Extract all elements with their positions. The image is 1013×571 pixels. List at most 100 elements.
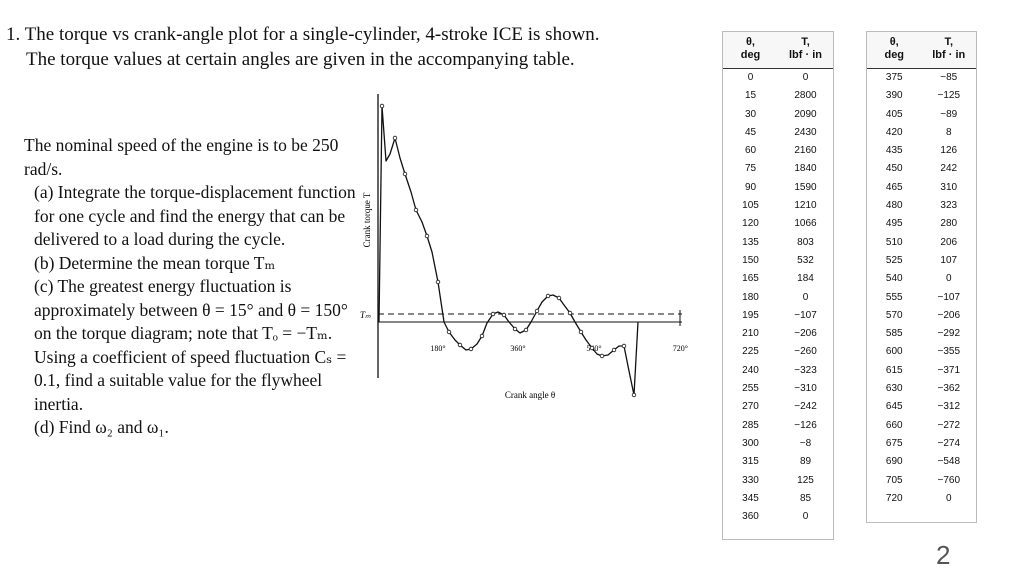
- tick-label-180: 180°: [430, 344, 445, 353]
- torque-table-left: θ, deg T, lbf · in 0 0 15 2800 30 2090 45 2430 60 2…: [722, 31, 834, 540]
- torque-cell: 0: [802, 291, 809, 303]
- theta-cell: 150: [742, 254, 759, 266]
- table-row: 705 −760: [867, 472, 976, 490]
- table-row: 630 −362: [867, 380, 976, 398]
- torque-cell: −274: [937, 437, 961, 449]
- table-row: 60 2160: [723, 142, 833, 160]
- table-row: 495 280: [867, 215, 976, 233]
- torque-cell: −310: [794, 383, 817, 395]
- theta-cell: 690: [885, 456, 903, 468]
- table-row: 330 125: [723, 472, 833, 490]
- problem-statement: The nominal speed of the engine is to be…: [24, 134, 360, 440]
- theta-cell: 195: [742, 309, 759, 321]
- torque-column-header: T, lbf · in: [789, 36, 822, 61]
- table-row: 450 242: [867, 160, 976, 178]
- torque-cell: 1590: [794, 181, 817, 193]
- theta-cell: 300: [742, 437, 759, 449]
- theta-cell: 645: [885, 401, 903, 413]
- table-row: 180 0: [723, 289, 833, 307]
- curve-markers: [379, 103, 637, 398]
- theta-cell: 180: [742, 291, 759, 303]
- heading-line-1: 1. The torque vs crank-angle plot for a …: [6, 24, 600, 45]
- torque-cell: 126: [940, 145, 958, 157]
- theta-cell: 315: [742, 456, 759, 468]
- theta-cell: 120: [742, 218, 759, 230]
- torque-cell: 2430: [794, 126, 817, 138]
- problem-heading: 1. The torque vs crank-angle plot for a …: [6, 22, 600, 72]
- tick-label-720: 720°: [673, 344, 688, 353]
- torque-cell: −548: [937, 456, 961, 468]
- torque-cell: −242: [794, 401, 817, 413]
- theta-cell: 420: [885, 126, 903, 138]
- torque-cell: −206: [937, 309, 961, 321]
- theta-cell: 165: [742, 273, 759, 285]
- table-header: θ, deg T, lbf · in: [723, 32, 833, 69]
- table-row: 30 2090: [723, 106, 833, 124]
- theta-cell: 0: [747, 72, 754, 83]
- torque-table-right: θ, deg T, lbf · in 375 −85 390 −125 405 −89 420 8…: [866, 31, 977, 523]
- torque-cell: −107: [937, 291, 961, 303]
- table-row: 165 184: [723, 270, 833, 288]
- table-row: 285 −126: [723, 417, 833, 435]
- table-row: 570 −206: [867, 307, 976, 325]
- table-row: 615 −371: [867, 362, 976, 380]
- intro-text: The nominal speed of the engine is to be…: [24, 135, 339, 179]
- theta-cell: 435: [885, 145, 903, 157]
- torque-cell: −362: [937, 383, 961, 395]
- theta-cell: 615: [885, 364, 903, 376]
- torque-cell: 280: [940, 218, 958, 230]
- table-row: 480 323: [867, 197, 976, 215]
- theta-cell: 15: [744, 90, 757, 102]
- theta-cell: 555: [885, 291, 903, 303]
- theta-cell: 45: [744, 126, 757, 138]
- theta-cell: 375: [885, 72, 903, 83]
- part-d: (d) Find ω₂ and ω₁.: [34, 417, 169, 437]
- torque-cell: −371: [937, 364, 961, 376]
- page-number: 2: [936, 540, 951, 570]
- torque-cell: 310: [940, 181, 958, 193]
- table-row: 90 1590: [723, 179, 833, 197]
- torque-cell: −89: [940, 108, 958, 120]
- torque-cell: −292: [937, 328, 961, 340]
- torque-cell: −85: [940, 72, 958, 83]
- theta-cell: 330: [742, 474, 759, 486]
- y-axis-label: Crank torque T: [362, 192, 372, 247]
- torque-cell: 184: [797, 273, 814, 285]
- table-row: 555 −107: [867, 289, 976, 307]
- theta-cell: 270: [742, 401, 759, 413]
- theta-cell: 285: [742, 419, 759, 431]
- torque-cell: 2090: [794, 108, 817, 120]
- theta-cell: 630: [885, 383, 903, 395]
- table-row: 270 −242: [723, 398, 833, 416]
- torque-crank-angle-diagram: Crank torque T Crank angle θ Tₘ 180° 360…: [352, 86, 688, 421]
- torque-curve: [378, 105, 639, 396]
- torque-cell: −8: [799, 437, 812, 449]
- torque-cell: 206: [940, 236, 958, 248]
- torque-cell: 242: [940, 163, 958, 175]
- theta-cell: 720: [885, 492, 903, 504]
- mean-torque-label: Tₘ: [360, 310, 371, 320]
- theta-cell: 90: [744, 181, 757, 193]
- table-row: 675 −274: [867, 435, 976, 453]
- theta-cell: 105: [742, 200, 759, 212]
- torque-cell: 2160: [794, 145, 817, 157]
- table-row: 645 −312: [867, 398, 976, 416]
- torque-cell: −260: [794, 346, 817, 358]
- theta-cell: 30: [744, 108, 757, 120]
- torque-cell: −272: [937, 419, 961, 431]
- torque-cell: 125: [797, 474, 814, 486]
- table-body: 375 −85 390 −125 405 −89 420 8 435 126 450 242 465 31…: [867, 69, 976, 508]
- table-row: 465 310: [867, 179, 976, 197]
- table-row: 135 803: [723, 234, 833, 252]
- torque-cell: −323: [794, 364, 817, 376]
- table-row: 510 206: [867, 234, 976, 252]
- theta-cell: 600: [885, 346, 903, 358]
- theta-cell: 510: [885, 236, 903, 248]
- torque-cell: −126: [794, 419, 817, 431]
- table-row: 75 1840: [723, 160, 833, 178]
- torque-cell: 532: [797, 254, 814, 266]
- torque-cell: 2800: [794, 90, 817, 102]
- theta-cell: 450: [885, 163, 903, 175]
- table-row: 225 −260: [723, 343, 833, 361]
